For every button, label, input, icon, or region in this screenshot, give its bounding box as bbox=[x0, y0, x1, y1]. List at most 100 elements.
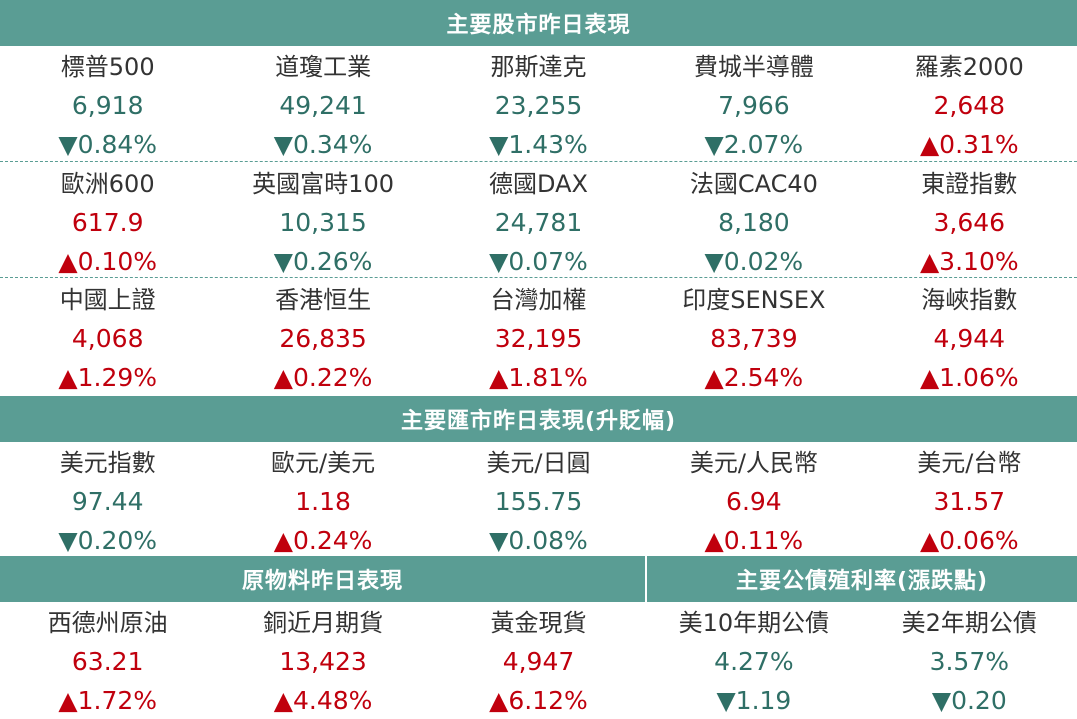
stocks-row: 歐洲600 617.9 ▲0.10% 英國富時100 10,315 ▼0.26%… bbox=[0, 163, 1077, 280]
stocks-header: 主要股市昨日表現 bbox=[0, 0, 1077, 46]
quote-cell: 美元/日圓 155.75 ▼0.08% bbox=[431, 442, 646, 559]
quote-change: ▼2.07% bbox=[704, 130, 804, 159]
quote-name: 東證指數 bbox=[921, 170, 1018, 198]
commodities-header: 原物料昨日表現 bbox=[0, 556, 645, 602]
quote-cell: 費城半導體 7,966 ▼2.07% bbox=[646, 46, 861, 163]
quote-change: ▼1.19 bbox=[716, 686, 792, 715]
quote-change: ▼0.02% bbox=[704, 247, 804, 276]
quote-change: ▲0.22% bbox=[273, 363, 373, 392]
quote-cell: 美元/台幣 31.57 ▲0.06% bbox=[862, 442, 1077, 559]
quote-value: 4,944 bbox=[933, 324, 1006, 353]
quote-cell: 西德州原油 63.21 ▲1.72% bbox=[0, 602, 215, 719]
quote-name: 美元指數 bbox=[59, 449, 156, 477]
quote-value: 31.57 bbox=[933, 487, 1006, 516]
quote-change: ▲0.06% bbox=[919, 526, 1019, 555]
quote-cell: 道瓊工業 49,241 ▼0.34% bbox=[215, 46, 430, 163]
quote-name: 美元/人民幣 bbox=[689, 449, 818, 477]
quote-name: 美元/日圓 bbox=[486, 449, 591, 477]
quote-name: 銅近月期貨 bbox=[263, 609, 384, 637]
quote-name: 標普500 bbox=[60, 53, 155, 81]
quote-name: 德國DAX bbox=[489, 170, 588, 198]
quote-cell: 德國DAX 24,781 ▼0.07% bbox=[431, 163, 646, 280]
quote-cell: 英國富時100 10,315 ▼0.26% bbox=[215, 163, 430, 280]
quote-cell: 美10年期公債 4.27% ▼1.19 bbox=[646, 602, 861, 719]
quote-cell: 香港恒生 26,835 ▲0.22% bbox=[215, 279, 430, 396]
quote-value: 24,781 bbox=[494, 208, 583, 237]
quote-cell: 歐洲600 617.9 ▲0.10% bbox=[0, 163, 215, 280]
quote-name: 台灣加權 bbox=[490, 286, 587, 314]
quote-value: 83,739 bbox=[710, 324, 798, 353]
quote-name: 費城半導體 bbox=[693, 53, 814, 81]
quote-cell: 台灣加權 32,195 ▲1.81% bbox=[431, 279, 646, 396]
quote-change: ▼1.43% bbox=[489, 130, 588, 159]
row-divider bbox=[0, 161, 1077, 162]
quote-change: ▼0.34% bbox=[273, 130, 373, 159]
quote-cell: 銅近月期貨 13,423 ▲4.48% bbox=[215, 602, 430, 719]
quote-name: 那斯達克 bbox=[490, 53, 587, 81]
quote-cell: 那斯達克 23,255 ▼1.43% bbox=[431, 46, 646, 163]
quote-change: ▼0.84% bbox=[58, 130, 158, 159]
quote-change: ▲1.29% bbox=[58, 363, 158, 392]
quote-value: 1.18 bbox=[295, 487, 351, 516]
quote-name: 英國富時100 bbox=[252, 170, 394, 198]
quote-value: 63.21 bbox=[71, 647, 144, 676]
quote-value: 6.94 bbox=[726, 487, 782, 516]
quote-change: ▼0.26% bbox=[273, 247, 373, 276]
quote-change: ▼0.20% bbox=[58, 526, 158, 555]
quote-name: 香港恒生 bbox=[275, 286, 372, 314]
fx-row: 美元指數 97.44 ▼0.20% 歐元/美元 1.18 ▲0.24% 美元/日… bbox=[0, 442, 1077, 559]
quote-change: ▼0.20 bbox=[931, 686, 1007, 715]
quote-value: 8,180 bbox=[718, 208, 790, 237]
quote-change: ▼0.08% bbox=[489, 526, 588, 555]
quote-change: ▲0.11% bbox=[704, 526, 804, 555]
quote-value: 7,966 bbox=[718, 91, 790, 120]
quote-name: 印度SENSEX bbox=[682, 286, 826, 314]
stocks-row: 標普500 6,918 ▼0.84% 道瓊工業 49,241 ▼0.34% 那斯… bbox=[0, 46, 1077, 163]
quote-name: 美10年期公債 bbox=[678, 609, 830, 637]
quote-name: 法國CAC40 bbox=[689, 170, 818, 198]
quote-cell: 黃金現貨 4,947 ▲6.12% bbox=[431, 602, 646, 719]
quote-change: ▲0.24% bbox=[273, 526, 373, 555]
quote-cell: 東證指數 3,646 ▲3.10% bbox=[862, 163, 1077, 280]
quote-cell: 美2年期公債 3.57% ▼0.20 bbox=[862, 602, 1077, 719]
stocks-row: 中國上證 4,068 ▲1.29% 香港恒生 26,835 ▲0.22% 台灣加… bbox=[0, 279, 1077, 396]
quote-change: ▲1.72% bbox=[58, 686, 158, 715]
quote-name: 美元/台幣 bbox=[917, 449, 1022, 477]
quote-cell: 海峽指數 4,944 ▲1.06% bbox=[862, 279, 1077, 396]
quote-name: 海峽指數 bbox=[921, 286, 1018, 314]
quote-change: ▲3.10% bbox=[919, 247, 1019, 276]
quote-name: 中國上證 bbox=[59, 286, 156, 314]
quote-name: 羅素2000 bbox=[914, 53, 1024, 81]
quote-name: 歐元/美元 bbox=[271, 449, 376, 477]
quote-cell: 標普500 6,918 ▼0.84% bbox=[0, 46, 215, 163]
quote-change: ▲4.48% bbox=[273, 686, 373, 715]
quote-value: 32,195 bbox=[494, 324, 583, 353]
quote-name: 美2年期公債 bbox=[901, 609, 1037, 637]
quote-cell: 中國上證 4,068 ▲1.29% bbox=[0, 279, 215, 396]
quote-name: 道瓊工業 bbox=[275, 53, 372, 81]
quote-value: 10,315 bbox=[279, 208, 367, 237]
quote-change: ▲6.12% bbox=[489, 686, 588, 715]
quote-cell: 印度SENSEX 83,739 ▲2.54% bbox=[646, 279, 861, 396]
quote-value: 13,423 bbox=[279, 647, 367, 676]
quote-name: 西德州原油 bbox=[47, 609, 168, 637]
quote-change: ▲1.06% bbox=[919, 363, 1019, 392]
quote-name: 歐洲600 bbox=[60, 170, 155, 198]
quote-cell: 美元/人民幣 6.94 ▲0.11% bbox=[646, 442, 861, 559]
quote-cell: 美元指數 97.44 ▼0.20% bbox=[0, 442, 215, 559]
quote-value: 49,241 bbox=[279, 91, 367, 120]
quote-cell: 羅素2000 2,648 ▲0.31% bbox=[862, 46, 1077, 163]
quote-value: 23,255 bbox=[494, 91, 583, 120]
quote-value: 617.9 bbox=[71, 208, 144, 237]
fx-header: 主要匯市昨日表現(升貶幅) bbox=[0, 396, 1077, 442]
quote-value: 6,918 bbox=[71, 91, 144, 120]
bonds-header: 主要公債殖利率(漲跌點) bbox=[647, 556, 1077, 602]
quote-value: 155.75 bbox=[494, 487, 583, 516]
row-divider bbox=[0, 277, 1077, 278]
quote-change: ▲2.54% bbox=[704, 363, 804, 392]
quote-value: 3.57% bbox=[929, 647, 1009, 676]
commodities-bonds-row: 西德州原油 63.21 ▲1.72% 銅近月期貨 13,423 ▲4.48% 黃… bbox=[0, 602, 1077, 719]
quote-name: 黃金現貨 bbox=[490, 609, 587, 637]
quote-value: 3,646 bbox=[933, 208, 1006, 237]
